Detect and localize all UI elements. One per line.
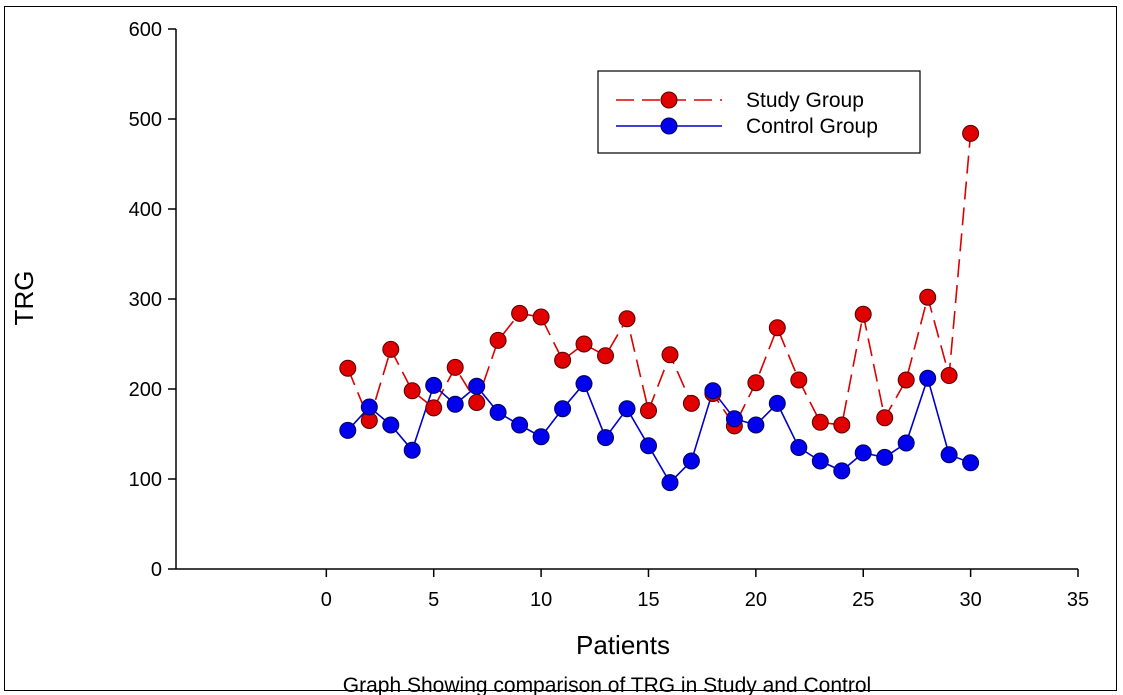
legend-box	[597, 70, 921, 154]
x-axis-title: Patients	[576, 630, 670, 660]
point-study-group	[597, 347, 614, 365]
point-study-group	[833, 416, 851, 434]
point-study-group	[747, 374, 765, 392]
legend-label-control-group: Control Group	[746, 115, 878, 138]
point-control-group	[554, 400, 572, 418]
point-study-group	[897, 371, 915, 389]
point-control-group	[661, 474, 679, 492]
x-tick-label: 0	[321, 589, 332, 611]
series-layer	[339, 124, 980, 492]
y-tick-label: 400	[129, 199, 162, 221]
point-study-group	[854, 305, 872, 323]
point-study-group	[640, 402, 657, 420]
point-control-group	[940, 446, 958, 464]
point-study-group	[682, 394, 700, 412]
point-control-group	[682, 452, 700, 470]
point-control-group	[790, 439, 808, 456]
point-control-group	[597, 429, 614, 447]
point-study-group	[661, 346, 679, 364]
point-control-group	[876, 448, 894, 466]
legend-label-study-group: Study Group	[746, 89, 864, 112]
point-control-group	[811, 452, 829, 470]
point-study-group	[425, 399, 443, 417]
point-study-group	[962, 124, 980, 142]
point-study-group	[575, 335, 593, 353]
point-study-group	[618, 310, 636, 328]
point-study-group	[532, 308, 550, 326]
point-control-group	[360, 398, 378, 416]
x-tick-label: 35	[1067, 589, 1089, 611]
point-study-group	[403, 382, 421, 400]
point-control-group	[854, 444, 872, 462]
point-study-group	[790, 371, 808, 389]
y-tick-label: 600	[129, 19, 162, 41]
point-control-group	[511, 416, 529, 434]
point-control-group	[382, 416, 400, 434]
point-control-group	[640, 437, 657, 455]
point-control-group	[962, 454, 980, 472]
point-study-group	[940, 367, 958, 384]
y-axis-title: TRG	[9, 271, 39, 326]
point-control-group	[403, 441, 421, 459]
point-control-group	[575, 375, 593, 393]
point-control-group	[897, 434, 915, 452]
axes: 0 100 200 300 400 500 600 0 5 10 15 20 25 30 35	[129, 19, 1090, 611]
point-control-group	[425, 376, 443, 394]
figure-caption: Graph Showing comparison of TRG in Study…	[343, 674, 871, 695]
point-study-group	[468, 394, 486, 411]
point-control-group	[532, 428, 550, 446]
y-tick-label: 100	[129, 469, 162, 491]
legend-marker-study-group	[660, 91, 678, 109]
x-tick-label: 20	[745, 589, 767, 611]
point-control-group	[725, 410, 743, 428]
x-tick-label: 15	[637, 589, 659, 611]
point-control-group	[339, 421, 357, 439]
point-study-group	[339, 359, 357, 377]
point-control-group	[768, 394, 786, 412]
point-study-group	[876, 409, 894, 427]
point-control-group	[489, 403, 507, 421]
legend-marker-control-group	[660, 117, 678, 135]
legend: Study Group Control Group	[597, 70, 921, 154]
point-control-group	[446, 395, 464, 413]
point-study-group	[811, 413, 829, 431]
y-tick-label: 300	[129, 289, 162, 311]
point-control-group	[704, 382, 722, 400]
point-study-group	[554, 351, 572, 369]
point-study-group	[768, 319, 786, 337]
point-control-group	[618, 400, 636, 418]
x-tick-label: 25	[852, 589, 874, 611]
y-ticks: 0 100 200 300 400 500 600	[129, 19, 176, 581]
point-control-group	[747, 416, 765, 434]
y-tick-label: 0	[151, 559, 162, 581]
point-control-group	[468, 377, 486, 395]
x-tick-label: 10	[530, 589, 552, 611]
y-tick-label: 500	[129, 109, 162, 131]
point-study-group	[446, 358, 464, 376]
point-study-group	[919, 288, 937, 306]
point-study-group	[511, 304, 529, 322]
x-tick-label: 30	[959, 589, 981, 611]
y-tick-label: 200	[129, 379, 162, 401]
point-study-group	[382, 340, 400, 358]
point-study-group	[489, 331, 507, 349]
figure-frame	[4, 6, 1117, 691]
x-tick-label: 5	[428, 589, 439, 611]
point-control-group	[919, 369, 937, 387]
point-control-group	[833, 462, 851, 480]
x-ticks: 0 5 10 15 20 25 30 35	[321, 569, 1089, 611]
